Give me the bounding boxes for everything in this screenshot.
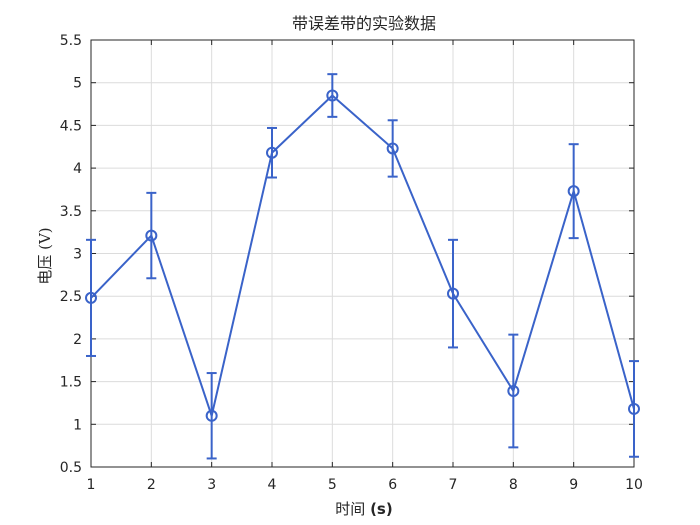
y-tick-label: 1 <box>73 417 82 433</box>
y-axis-label: 电压 (V) <box>36 227 54 284</box>
error-bar <box>448 238 458 349</box>
data-point-marker <box>145 229 158 242</box>
error-bar <box>146 191 157 280</box>
x-axis-label-text: 时间 <box>335 500 365 518</box>
y-tick-label: 1.5 <box>60 375 82 391</box>
error-bar <box>267 126 277 179</box>
series-line <box>90 94 635 417</box>
y-tick-label: 5.5 <box>60 33 82 49</box>
y-tick-label: 5 <box>73 76 82 92</box>
error-bar <box>629 360 639 458</box>
y-tick-label: 4.5 <box>60 118 82 134</box>
y-tick-label: 0.5 <box>60 460 82 476</box>
error-bar <box>508 333 519 449</box>
x-tick-label: 9 <box>569 477 578 493</box>
y-tick-labels: 0.5 1 1.5 2 2.5 3 3.5 4 4.5 5 5.5 <box>60 33 82 476</box>
data-point-marker <box>266 146 278 159</box>
y-tick-label: 2.5 <box>60 289 82 305</box>
data-point-marker <box>628 402 640 415</box>
data-point-marker <box>386 142 399 155</box>
error-bar <box>206 372 217 460</box>
x-tick-label: 5 <box>328 477 337 493</box>
data-point-marker <box>567 185 580 198</box>
data-point-marker <box>205 409 218 422</box>
x-tick-label: 10 <box>625 477 643 493</box>
x-tick-label: 4 <box>268 477 277 493</box>
x-tick-labels: 1 2 3 4 5 6 7 8 9 10 <box>87 477 643 493</box>
y-tick-label: 3.5 <box>60 204 82 220</box>
x-tick-label: 7 <box>449 477 458 493</box>
x-axis-label-unit: (s) <box>370 500 393 518</box>
x-tick-label: 1 <box>87 477 96 493</box>
data-point-marker <box>85 291 97 304</box>
x-tick-label: 8 <box>509 477 518 493</box>
x-axis-label: 时间 (s) <box>335 500 392 518</box>
x-tick-label: 6 <box>388 477 397 493</box>
y-tick-label: 2 <box>73 332 82 348</box>
error-bar <box>568 143 579 240</box>
data-point-marker <box>447 287 459 300</box>
error-bar <box>387 119 398 178</box>
error-bar <box>327 73 338 118</box>
x-tick-label: 2 <box>147 477 156 493</box>
y-tick-label: 3 <box>73 247 82 263</box>
data-point-marker <box>507 384 520 397</box>
error-bar <box>86 238 96 357</box>
x-tick-label: 3 <box>207 477 216 493</box>
y-tick-label: 4 <box>73 161 82 177</box>
chart-title: 带误差带的实验数据 <box>292 14 436 33</box>
data-point-marker <box>326 89 339 102</box>
series-layer <box>85 73 640 460</box>
